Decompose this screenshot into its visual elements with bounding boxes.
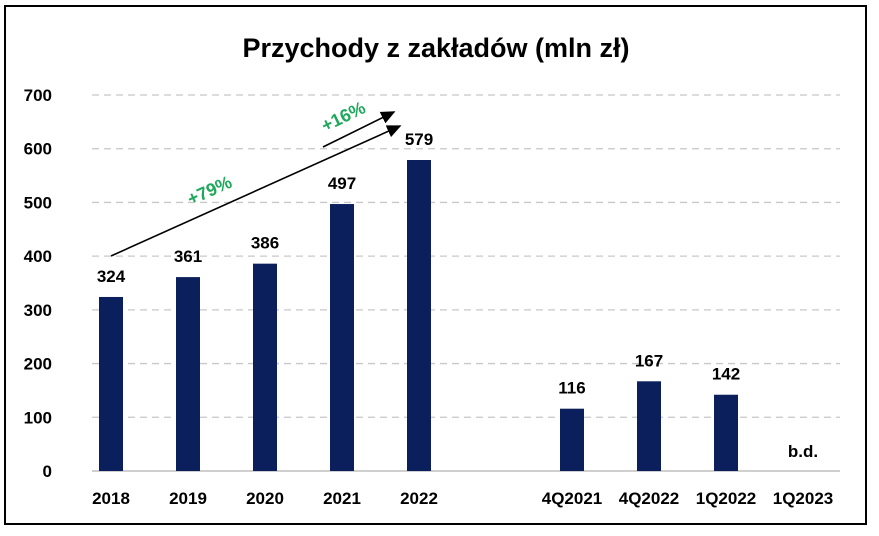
y-tick-label: 0 <box>43 462 52 481</box>
y-tick-label: 200 <box>24 355 52 374</box>
x-tick-label-2022: 2022 <box>400 489 438 508</box>
bar-2018 <box>99 296 123 471</box>
bar-2020 <box>253 263 277 471</box>
x-tick-label-2018: 2018 <box>92 489 130 508</box>
data-label-2022: 579 <box>405 130 433 149</box>
bar-4Q2022 <box>637 381 661 471</box>
y-tick-label: 700 <box>24 86 52 105</box>
data-label-4Q2021: 116 <box>558 379 585 398</box>
chart-title: Przychody z zakładów (mln zł) <box>242 33 629 63</box>
x-tick-label-4Q2022: 4Q2022 <box>619 489 680 508</box>
y-axis-ticks: 0 100 200 300 400 500 600 700 <box>24 86 52 481</box>
data-label-4Q2022: 167 <box>635 351 663 370</box>
y-tick-label: 300 <box>24 301 52 320</box>
data-label-1Q2022: 142 <box>712 365 740 384</box>
data-label-2020: 386 <box>251 234 279 253</box>
data-label-1Q2023: b.d. <box>788 442 818 461</box>
bar-2019 <box>176 277 200 471</box>
bar-2022 <box>407 159 431 471</box>
x-tick-label-4Q2021: 4Q2021 <box>542 489 603 508</box>
x-axis-ticks: 2018 2019 2020 2021 2022 4Q2021 4Q2022 1Q2022 1Q… <box>92 489 833 508</box>
y-tick-label: 500 <box>24 193 52 212</box>
growth-annotations: +79%+16% <box>110 97 402 257</box>
x-tick-label-1Q2023: 1Q2023 <box>773 489 834 508</box>
data-labels: 324 361 386 497 579 116 167 142 b.d. <box>97 130 818 461</box>
bar-4Q2021 <box>560 408 584 471</box>
x-tick-label-2019: 2019 <box>169 489 207 508</box>
annotation-label-16: +16% <box>318 97 369 135</box>
arrow-growth-2021-2022 <box>322 111 396 148</box>
gridlines <box>92 94 840 418</box>
y-tick-label: 600 <box>24 140 52 159</box>
x-tick-label-2021: 2021 <box>323 489 361 508</box>
bars <box>99 159 738 472</box>
x-tick-label-2020: 2020 <box>246 489 284 508</box>
data-label-2018: 324 <box>97 267 126 286</box>
x-tick-label-1Q2022: 1Q2022 <box>696 489 757 508</box>
y-tick-label: 400 <box>24 247 52 266</box>
bar-2021 <box>330 204 354 472</box>
y-tick-label: 100 <box>24 408 52 427</box>
arrow-growth-2018-2022 <box>110 125 402 257</box>
bar-1Q2022 <box>714 394 738 471</box>
data-label-2019: 361 <box>174 247 202 266</box>
data-label-2021: 497 <box>328 174 356 193</box>
